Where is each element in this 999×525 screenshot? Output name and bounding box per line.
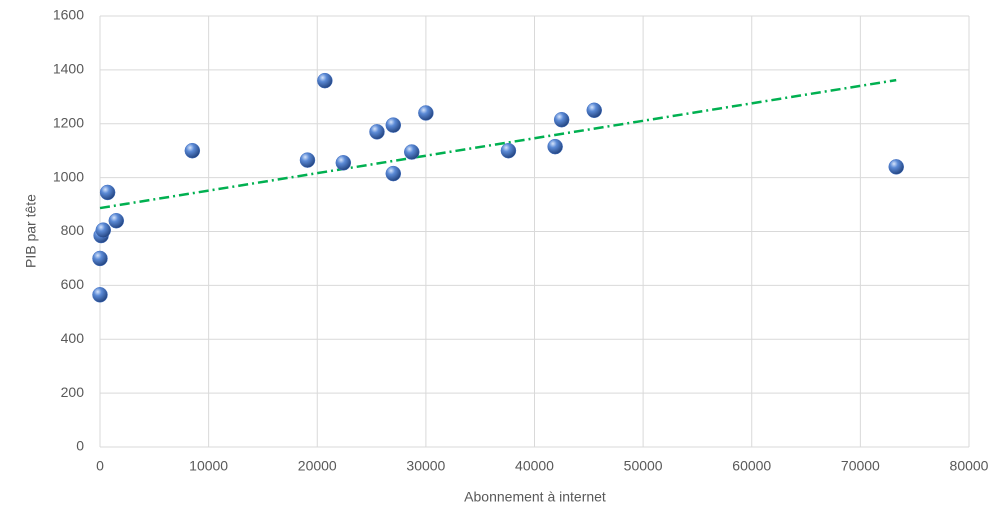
y-tick-label: 1000 — [53, 168, 84, 184]
trendline — [99, 78, 897, 210]
point — [92, 250, 108, 267]
point — [404, 144, 420, 160]
point — [299, 152, 316, 168]
point — [586, 102, 602, 119]
x-tick-label: 10000 — [189, 458, 228, 474]
point — [553, 111, 570, 128]
point — [369, 124, 385, 140]
y-tick-label: 1200 — [53, 114, 84, 130]
x-tick-label: 80000 — [950, 458, 989, 474]
x-tick-label: 20000 — [298, 458, 337, 474]
y-tick-label: 0 — [76, 438, 84, 454]
y-tick-label: 600 — [61, 276, 85, 292]
x-tick-label: 40000 — [515, 458, 554, 474]
x-tick-label: 30000 — [406, 458, 445, 474]
x-tick-label: 0 — [96, 458, 104, 474]
x-tick-label: 60000 — [732, 458, 771, 474]
x-tick-label: 50000 — [624, 458, 663, 474]
x-axis-title: Abonnement à internet — [464, 489, 606, 505]
point — [99, 184, 116, 201]
y-tick-label: 800 — [61, 222, 85, 238]
point — [888, 159, 904, 175]
y-tick-label: 200 — [61, 384, 85, 400]
point — [184, 142, 201, 159]
y-tick-label: 1400 — [53, 61, 84, 77]
y-axis-title: PIB par tête — [23, 194, 39, 268]
point — [385, 165, 402, 182]
point — [418, 105, 434, 121]
point — [317, 72, 333, 89]
point — [335, 155, 352, 171]
y-tick-label: 400 — [61, 330, 85, 346]
point — [92, 287, 108, 303]
point — [547, 138, 563, 155]
x-tick-label: 70000 — [841, 458, 880, 474]
point — [385, 117, 402, 133]
point — [95, 222, 112, 238]
point — [108, 212, 125, 229]
y-tick-label: 1600 — [53, 7, 84, 23]
point — [500, 142, 517, 159]
